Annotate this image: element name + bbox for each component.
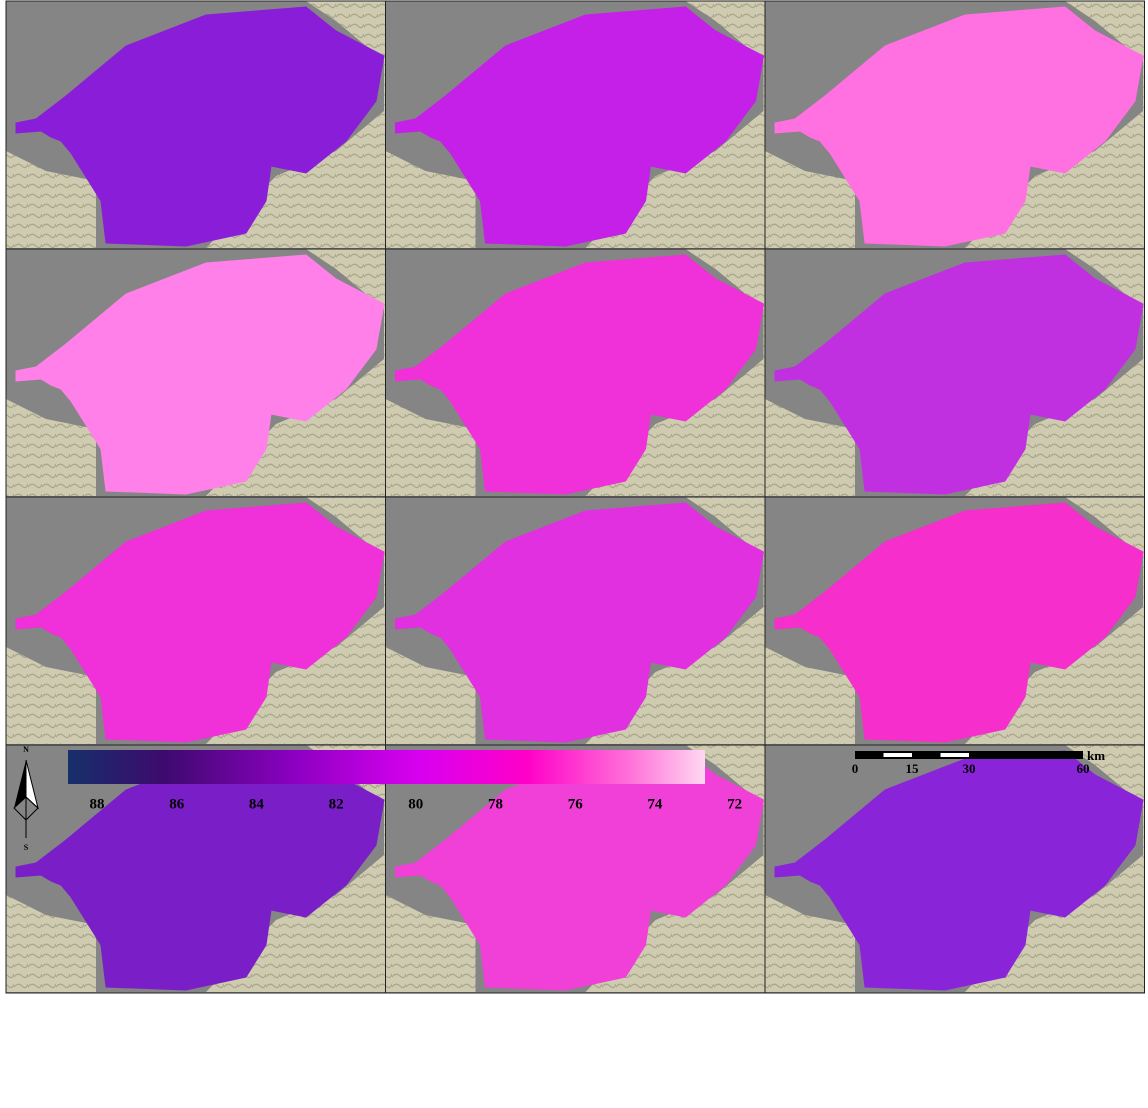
colorbar-tick-label: 76 [568,796,584,812]
colorbar-tick-label: 82 [329,796,344,812]
colorbar-tick-label: 88 [90,796,105,812]
north-label: N [23,745,29,754]
colorbar [68,750,705,784]
colorbar-tick-label: 78 [488,796,503,812]
colorbar-tick-label: 80 [408,796,423,812]
scale-tick-label: 30 [963,761,976,776]
scale-tick-label: 0 [852,761,859,776]
south-label: S [24,843,29,852]
colorbar-tick-label: 72 [727,796,742,812]
scale-gap [941,753,970,757]
scale-tick-label: 60 [1077,761,1090,776]
scale-gap [884,753,913,757]
scale-segment [969,751,1083,759]
colorbar-tick-label: 84 [249,796,265,812]
map-figure: N S 88 86 84 82 80 78 76 74 72 0 15 30 60km [0,0,1148,1108]
colorbar-tick-label: 74 [647,796,663,812]
scale-tick-label: 15 [906,761,920,776]
figure: N S 88 86 84 82 80 78 76 74 72 0 15 30 60km [0,0,1148,1108]
colorbar-tick-label: 86 [169,796,185,812]
scale-unit: km [1087,748,1105,763]
